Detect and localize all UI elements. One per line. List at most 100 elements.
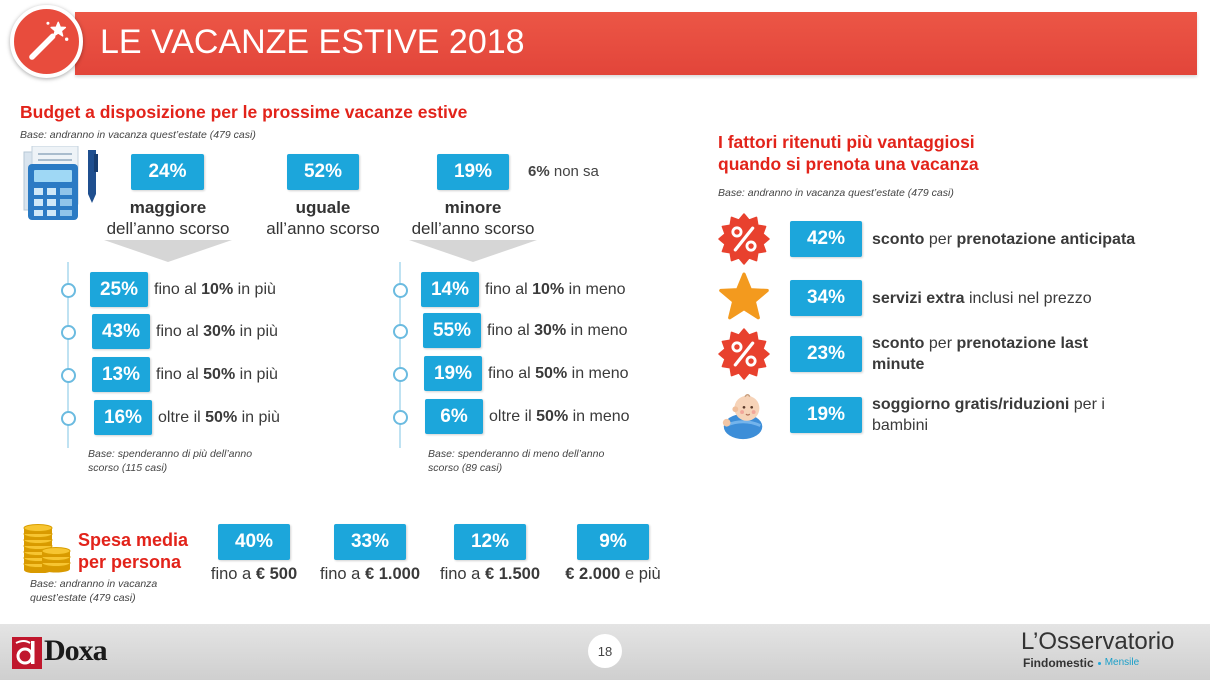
option-label: uguale [295, 198, 351, 217]
factors-base-note: Base: andranno in vacanza quest’estate (… [718, 187, 954, 199]
factor-value: 42% [790, 221, 862, 257]
option-sublabel: dell’anno scorso [106, 219, 230, 238]
spending-label: fino a € 1.000 [305, 563, 435, 585]
text-bold: sconto [872, 230, 925, 248]
text-normal: per [928, 230, 953, 248]
text-bold: € 2.000 [565, 565, 621, 583]
text-bold: 50% [203, 365, 236, 383]
text-bold: 50% [205, 408, 238, 426]
text-bold: 10% [532, 280, 565, 298]
budget-more-value: 24% [131, 154, 204, 190]
text-bold: sconto [872, 335, 925, 352]
coins-icon [23, 524, 71, 573]
osservatorio-logo-subtitle: Findomestic Mensile [1023, 656, 1139, 670]
text-bold: soggiorno gratis/riduzioni [872, 396, 1070, 413]
breakdown-row-more: 25% fino al 10% in più [90, 272, 276, 307]
text-bold: 50% [535, 364, 568, 382]
budget-dont-know: 6% non sa [528, 163, 599, 180]
text-pre: fino al [156, 322, 199, 340]
breakdown-value: 16% [94, 400, 152, 435]
budget-base-note: Base: andranno in vacanza quest’estate (… [20, 129, 256, 141]
text-post: in più [239, 365, 278, 383]
option-label: minore [444, 198, 502, 217]
text-bold: 50% [536, 407, 569, 425]
timeline-marker [393, 367, 408, 382]
breakdown-value: 6% [425, 399, 483, 434]
timeline-marker [61, 283, 76, 298]
text-bold: servizi extra [872, 289, 965, 307]
text-pre: fino al [487, 321, 530, 339]
spending-value: 40% [218, 524, 290, 560]
factor-text: sconto per prenotazione anticipata [872, 229, 1144, 250]
mensile-label: Mensile [1104, 657, 1140, 668]
text-normal: per i bambini [872, 396, 1105, 434]
breakdown-text: fino al 10% in meno [485, 281, 626, 299]
spending-label: fino a € 1.500 [425, 563, 555, 585]
factor-text: soggiorno gratis/riduzioni per i bambini [872, 394, 1144, 436]
text-post: in meno [571, 364, 629, 382]
timeline-less [399, 262, 401, 448]
breakdown-text: fino al 50% in più [156, 366, 278, 384]
timeline-marker [393, 410, 408, 425]
text-bold: 30% [534, 321, 567, 339]
text-bold: prenotazione anticipata [956, 230, 1136, 248]
timeline-marker [393, 283, 408, 298]
header-banner [75, 12, 1197, 75]
timeline-marker [61, 368, 76, 383]
spending-label: fino a € 500 [189, 563, 319, 585]
percent-badge-icon [718, 213, 770, 265]
page-title: LE VACANZE ESTIVE 2018 [100, 23, 525, 61]
breakdown-text: fino al 10% in più [154, 281, 276, 299]
spending-value: 33% [334, 524, 406, 560]
breakdown-text: oltre il 50% in più [158, 409, 280, 427]
text-pre: fino al [488, 364, 531, 382]
text-bold: € 500 [255, 565, 298, 583]
factor-text: sconto per prenotazione last minute [872, 333, 1144, 375]
text-bold: 30% [203, 322, 236, 340]
factor-value: 23% [790, 336, 862, 372]
star-icon [719, 272, 769, 320]
breakdown-row-more: 43% fino al 30% in più [92, 314, 278, 349]
pointer-triangle-less [409, 240, 537, 262]
findomestic-brand: Findomestic [1023, 656, 1094, 670]
breakdown-more-base-note: Base: spenderanno di più dell’anno scors… [88, 448, 253, 474]
text-pre: fino al [156, 365, 199, 383]
text-bold: € 1.000 [364, 565, 421, 583]
text-post: in meno [570, 321, 628, 339]
baby-icon [722, 394, 763, 440]
budget-less-value: 19% [437, 154, 509, 190]
text-normal: fino a [439, 565, 481, 583]
budget-more-label: maggiore dell’anno scorso [88, 197, 248, 239]
breakdown-text: fino al 30% in più [156, 323, 278, 341]
spending-value: 12% [454, 524, 526, 560]
doxa-logo-mark [12, 637, 42, 669]
page-number: 18 [588, 634, 622, 668]
percent-badge-icon [718, 328, 770, 380]
dont-know-value: 6% [528, 163, 550, 180]
option-sublabel: dell’anno scorso [411, 219, 535, 238]
breakdown-row-more: 16% oltre il 50% in più [94, 400, 280, 435]
text-bold: 10% [201, 280, 234, 298]
text-post: in meno [572, 407, 630, 425]
calculator-icon [23, 146, 98, 220]
factors-title-line1: I fattori ritenuti più vantaggiosi [718, 132, 975, 152]
budget-same-label: uguale all’anno scorso [243, 197, 403, 239]
factor-value: 19% [790, 397, 862, 433]
text-bold: € 1.500 [484, 565, 541, 583]
doxa-logo-text: Doxa [44, 634, 108, 667]
budget-less-label: minore dell’anno scorso [393, 197, 553, 239]
text-normal: e più [624, 565, 661, 583]
factor-text: servizi extra inclusi nel prezzo [872, 288, 1144, 309]
text-pre: fino al [154, 280, 197, 298]
option-sublabel: all’anno scorso [266, 219, 380, 238]
spending-title-line2: per persona [78, 552, 182, 572]
factor-row: 23% sconto per prenotazione last minute [718, 328, 1144, 380]
breakdown-text: fino al 30% in meno [487, 322, 628, 340]
breakdown-value: 55% [423, 313, 481, 348]
breakdown-row-less: 55% fino al 30% in meno [423, 313, 628, 348]
text-post: in più [237, 280, 276, 298]
osservatorio-logo-title: L’Osservatorio [1021, 628, 1175, 655]
breakdown-row-less: 6% oltre il 50% in meno [425, 399, 630, 434]
separator-dot [1097, 661, 1101, 665]
factor-value: 34% [790, 280, 862, 316]
